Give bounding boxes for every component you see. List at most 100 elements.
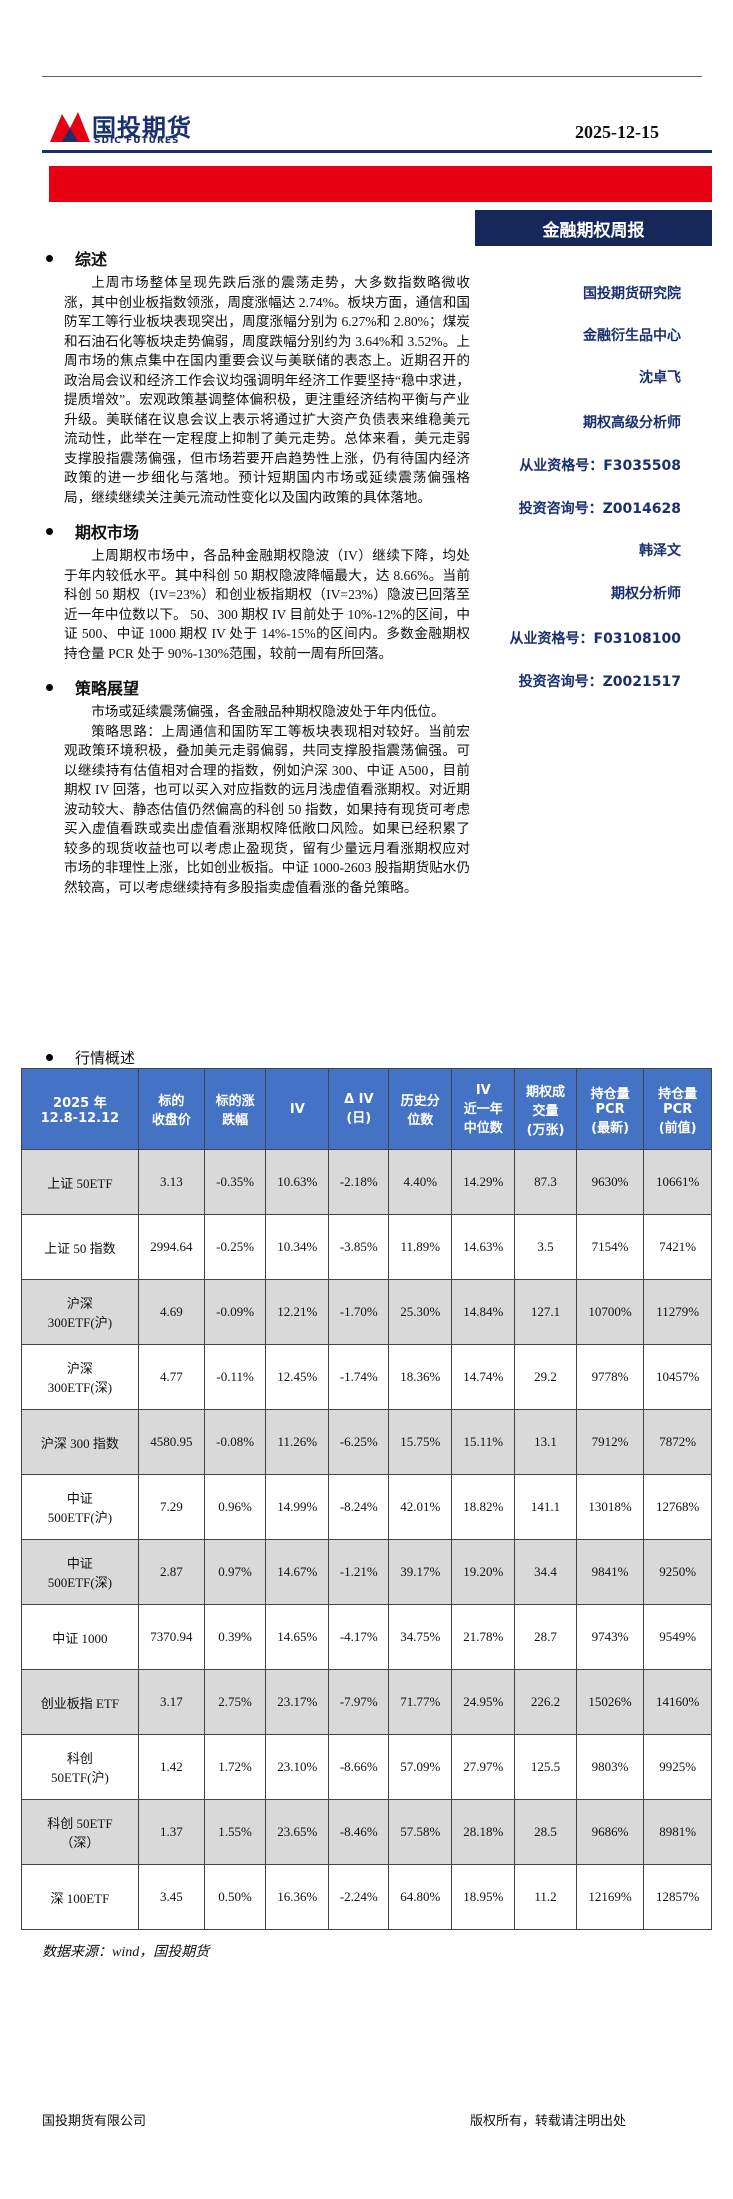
paragraph: 市场或延续震荡偏强，各金融品种期权隐波处于年内低位。 — [91, 704, 445, 719]
cell: 28.7 — [514, 1604, 577, 1670]
cell: -6.25% — [328, 1409, 390, 1475]
cell: 11.26% — [265, 1409, 330, 1475]
cell: 13018% — [575, 1474, 645, 1540]
table-heading: 行情概述 — [42, 1047, 135, 1068]
market-table: 2025 年 12.8-12.12 标的 收盘价 标的涨 跌幅 IV Δ IV (日) 历… — [21, 1068, 712, 1930]
cell: -1.70% — [328, 1279, 390, 1345]
cell: 7.29 — [137, 1474, 205, 1540]
column-header: 标的涨 跌幅 — [203, 1068, 267, 1150]
cell: -2.24% — [328, 1864, 390, 1930]
cell: 16.36% — [265, 1864, 330, 1930]
cell: 9686% — [575, 1799, 645, 1865]
cell: 21.78% — [451, 1604, 516, 1670]
cell: 12857% — [643, 1864, 712, 1930]
section-heading: 综述 — [42, 246, 470, 270]
cell: 15.11% — [451, 1409, 516, 1475]
row-label: 中证 1000 — [21, 1604, 139, 1670]
source: 数据来源：wind，国投期货 — [42, 1945, 210, 1960]
cell: 11.2 — [514, 1864, 577, 1930]
cell: 2.87 — [137, 1539, 205, 1605]
cell: 87.3 — [514, 1149, 577, 1215]
cell: 9743% — [575, 1604, 645, 1670]
cell: 18.82% — [451, 1474, 516, 1540]
cell: -1.21% — [328, 1539, 390, 1605]
cell: 1.72% — [203, 1734, 267, 1800]
main-text: 综述 上周市场整体呈现先跌后涨的震荡走势，大多数指数略微收涨，其中创业板指数领涨，… — [42, 246, 470, 909]
table-row: 上证 50ETF 3.13 -0.35% 10.63% -2.18% 4.40% 14.29… — [21, 1149, 712, 1215]
cell: 0.50% — [203, 1864, 267, 1930]
cell: 0.39% — [203, 1604, 267, 1670]
cell: 125.5 — [514, 1734, 577, 1800]
cell: 13.1 — [514, 1409, 577, 1475]
cell: 7154% — [575, 1214, 645, 1280]
cell: 11.89% — [388, 1214, 453, 1280]
cell: 39.17% — [388, 1539, 453, 1605]
cell: 1.55% — [203, 1799, 267, 1865]
table-row: 沪深 300ETF(深) 4.77 -0.11% 12.45% -1.74% 18.36%… — [21, 1344, 712, 1410]
cell: -2.18% — [328, 1149, 390, 1215]
logo-text: 国投期货 — [92, 114, 192, 142]
table-row: 中证 500ETF(深) 2.87 0.97% 14.67% -1.21% 39.17% 1… — [21, 1539, 712, 1605]
paragraph: 策略思路：上周通信和国防军工等板块表现相对较好。当前宏观政策环境积极，叠加美元走… — [64, 723, 470, 895]
table-row: 科创 50ETF(沪) 1.42 1.72% 23.10% -8.66% 57.09% 27… — [21, 1734, 712, 1800]
logo-icon — [50, 112, 90, 142]
cell: 9549% — [643, 1604, 712, 1670]
column-header: 历史分 位数 — [388, 1068, 453, 1150]
column-header: Δ IV (日) — [328, 1068, 390, 1150]
cell: 14.29% — [451, 1149, 516, 1215]
cell: 23.10% — [265, 1734, 330, 1800]
cell: 3.17 — [137, 1669, 205, 1735]
header-row: 2025 年 12.8-12.12 标的 收盘价 标的涨 跌幅 IV Δ IV (日) 历… — [21, 1068, 712, 1150]
column-header: 2025 年 12.8-12.12 — [21, 1068, 139, 1150]
row-label: 科创 50ETF （深） — [21, 1799, 139, 1865]
section: 策略展望市场或延续震荡偏强，各金融品种期权隐波处于年内低位。策略思路：上周通信和… — [42, 675, 470, 897]
header-rule — [42, 150, 712, 153]
cell: -0.11% — [203, 1344, 267, 1410]
cell: 19.20% — [451, 1539, 516, 1605]
cell: 4580.95 — [137, 1409, 205, 1475]
row-label: 中证 500ETF(沪) — [21, 1474, 139, 1540]
sidebar-item: 从业资格号：F3035508 — [519, 458, 681, 474]
cell: 3.45 — [137, 1864, 205, 1930]
cell: 7421% — [643, 1214, 712, 1280]
section-heading: 策略展望 — [42, 675, 470, 699]
cell: 14160% — [643, 1669, 712, 1735]
row-label: 上证 50ETF — [21, 1149, 139, 1215]
footer-left: 国投期货有限公司 — [42, 2113, 147, 2128]
sidebar-item: 从业资格号：F03108100 — [509, 631, 682, 647]
cell: 1.37 — [137, 1799, 205, 1865]
cell: 4.69 — [137, 1279, 205, 1345]
section-heading: 期权市场 — [42, 519, 470, 543]
cell: -0.09% — [203, 1279, 267, 1345]
column-header: 标的 收盘价 — [137, 1068, 205, 1150]
column-header: 期权成 交量 (万张) — [514, 1068, 577, 1150]
cell: 57.58% — [388, 1799, 453, 1865]
date: 2025-12-15 — [575, 122, 659, 142]
logo-subtext: SDIC FUTURES — [94, 136, 180, 146]
cell: 10700% — [575, 1279, 645, 1345]
sidebar-item: 金融衍生品中心 — [583, 328, 681, 344]
sidebar-item: 国投期货研究院 — [583, 286, 681, 302]
cell: -1.74% — [328, 1344, 390, 1410]
cell: -0.25% — [203, 1214, 267, 1280]
cell: 9778% — [575, 1344, 645, 1410]
cell: 11279% — [643, 1279, 712, 1345]
table-row: 中证 1000 7370.94 0.39% 14.65% -4.17% 34.75% 21.… — [21, 1604, 712, 1670]
cell: 0.97% — [203, 1539, 267, 1605]
cell: -3.85% — [328, 1214, 390, 1280]
column-header: 持仓量 PCR (前值) — [643, 1068, 712, 1150]
sidebar-item: 投资咨询号：Z0014628 — [518, 501, 681, 517]
section: 综述 上周市场整体呈现先跌后涨的震荡走势，大多数指数略微收涨，其中创业板指数领涨，… — [42, 246, 470, 507]
cell: -8.46% — [328, 1799, 390, 1865]
sidebar-item: 投资咨询号：Z0021517 — [518, 674, 681, 690]
cell: -4.17% — [328, 1604, 390, 1670]
cell: 28.18% — [451, 1799, 516, 1865]
row-label: 沪深 300ETF(深) — [21, 1344, 139, 1410]
cell: 12169% — [575, 1864, 645, 1930]
cell: 64.80% — [388, 1864, 453, 1930]
cell: 14.63% — [451, 1214, 516, 1280]
cell: 25.30% — [388, 1279, 453, 1345]
cell: 29.2 — [514, 1344, 577, 1410]
footer-right: 版权所有，转载请注明出处 — [470, 2113, 627, 2128]
cell: 24.95% — [451, 1669, 516, 1735]
